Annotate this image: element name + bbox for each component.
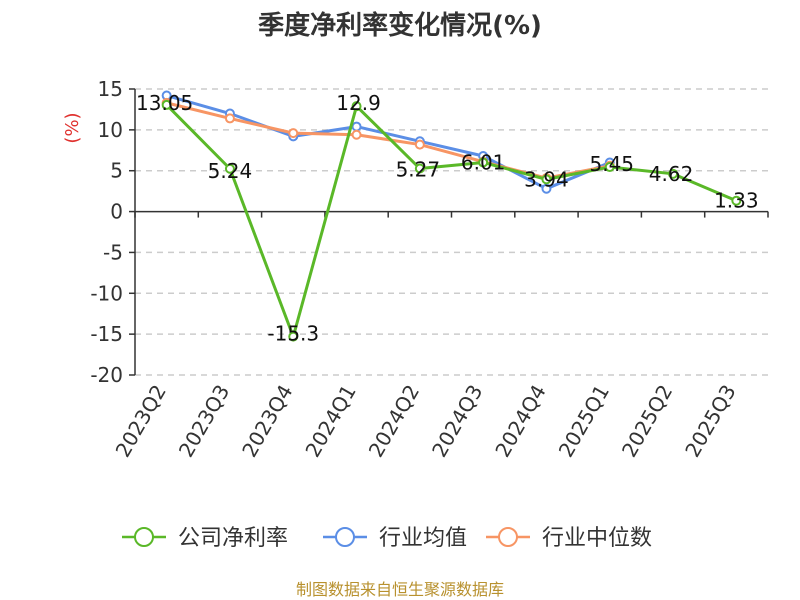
data-point [478,157,489,168]
data-point [288,331,299,342]
data-point [224,163,235,174]
data-label: 12.9 [336,91,381,115]
data-point [414,163,425,174]
data-labels: 13.05 5.24 -15.3 12.9 5.27 6.01 3.94 5.45 4.62 1.… [136,91,759,346]
source-note: 制图数据来自恒生聚源数据库 [296,580,504,599]
data-label: 6.01 [461,150,506,174]
x-tick-label: 2024Q2 [364,381,424,462]
y-tick-label: 15 [98,77,123,101]
series-line [166,94,611,191]
y-tick-label: -20 [90,363,123,387]
y-tick-label: -5 [103,240,123,264]
legend-marker [498,527,518,547]
legend-label: 行业均值 [379,526,467,551]
legend-label: 行业中位数 [542,526,652,551]
y-tick-label: -15 [90,322,123,346]
legend-marker [134,527,154,547]
data-point [351,101,362,112]
data-label: 5.45 [589,152,634,176]
data-point [161,99,172,110]
data-label: -15.3 [267,322,319,346]
data-point [541,174,552,185]
x-tick-label: 2023Q3 [174,381,234,462]
data-label: 1.33 [714,189,759,213]
x-tick-label: 2024Q3 [427,381,487,462]
legend: 公司净利率 行业均值 行业中位数 [122,526,652,551]
legend-label: 公司净利率 [178,526,288,551]
y-tick-label: 5 [110,159,123,183]
x-tick-label: 2025Q1 [554,381,614,462]
data-point [541,183,552,194]
data-label: 3.94 [524,167,569,191]
data-label: 5.27 [396,158,441,182]
data-point [604,162,615,173]
data-label: 5.24 [208,159,253,183]
y-tick-label: 10 [98,118,123,142]
data-point [351,129,362,140]
data-point [414,139,425,150]
legend-marker [335,527,355,547]
x-tick-label: 2025Q3 [680,381,740,462]
chart-title: 季度净利率变化情况(%) [258,10,542,41]
data-point [351,121,362,132]
data-point [224,113,235,124]
data-point [731,195,742,206]
y-tick-label: 0 [110,200,123,224]
series-layer [161,90,742,342]
data-label: 13.05 [136,91,193,115]
x-tick-label: 2023Q2 [111,381,171,462]
grid [135,88,768,376]
y-axis-label: (%) [62,112,83,143]
data-label: 4.62 [649,162,694,186]
x-tick-label: 2025Q2 [617,381,677,462]
x-tick-label: 2024Q1 [300,381,360,462]
y-tick-label: -10 [90,281,123,305]
data-point [288,128,299,139]
data-point [668,168,679,179]
series-line [165,103,737,339]
x-tick-label: 2023Q4 [237,381,297,462]
x-tick-label: 2024Q4 [490,381,550,462]
